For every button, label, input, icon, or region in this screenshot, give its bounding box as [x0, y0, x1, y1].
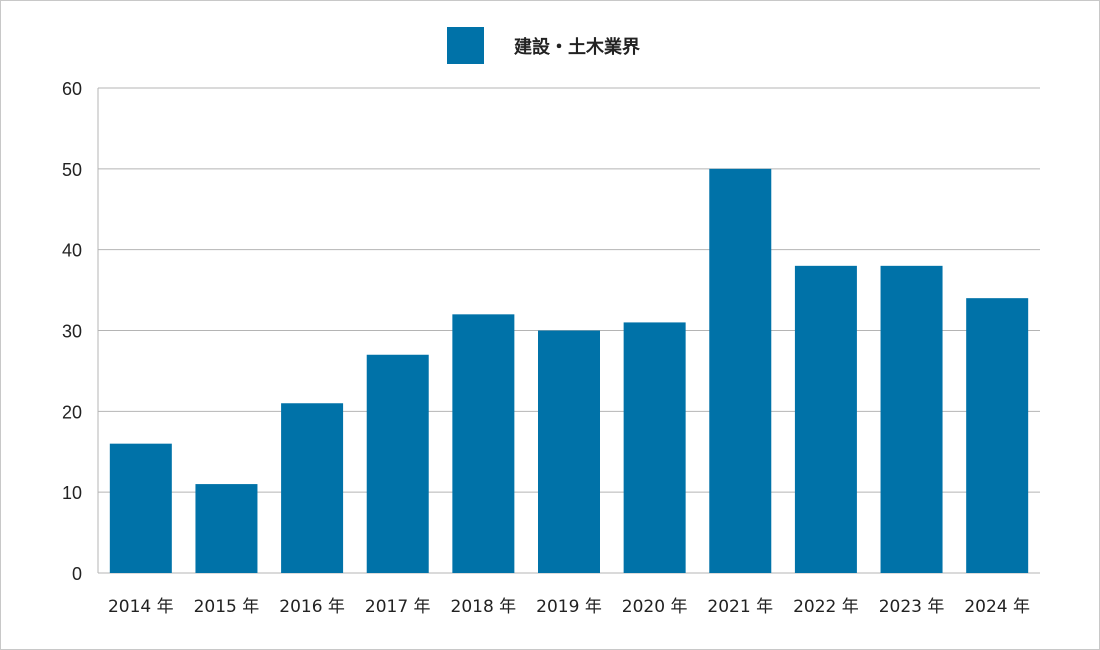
x-tick-label: 2020 年 [622, 597, 688, 617]
x-tick-label: 2015 年 [194, 597, 260, 617]
y-tick-label: 30 [62, 322, 82, 342]
y-tick-label: 60 [62, 79, 82, 99]
bar [538, 330, 600, 573]
y-tick-label: 20 [62, 402, 82, 422]
x-tick-label: 2014 年 [108, 597, 174, 617]
y-axis: 0 10 20 30 40 50 60 [62, 79, 99, 584]
bars [109, 168, 1029, 574]
x-tick-label: 2018 年 [451, 597, 517, 617]
x-tick-label: 2019 年 [536, 597, 602, 617]
y-tick-label: 40 [62, 241, 82, 261]
x-tick-label: 2023 年 [879, 597, 945, 617]
x-tick-label: 2021 年 [707, 597, 773, 617]
bar [794, 265, 857, 573]
y-tick-label: 50 [62, 160, 82, 180]
bar [966, 298, 1029, 573]
bar [452, 314, 515, 573]
x-tick-label: 2016 年 [279, 597, 345, 617]
bar [281, 403, 344, 573]
bar [880, 265, 943, 573]
bar [623, 322, 686, 573]
x-axis: 2014 年 2015 年 2016 年 2017 年 2018 年 2019 年 2020… [108, 597, 1030, 617]
y-tick-label: 0 [72, 564, 82, 584]
x-tick-label: 2022 年 [793, 597, 859, 617]
y-tick-label: 10 [62, 483, 82, 503]
legend-swatch [447, 27, 484, 64]
bar [195, 484, 258, 573]
legend: 建設・土木業界 [447, 27, 640, 64]
bar [109, 443, 172, 573]
x-tick-label: 2024 年 [964, 597, 1030, 617]
bar [709, 168, 772, 574]
bar [366, 354, 429, 573]
legend-label: 建設・土木業界 [514, 36, 640, 58]
x-tick-label: 2017 年 [365, 597, 431, 617]
